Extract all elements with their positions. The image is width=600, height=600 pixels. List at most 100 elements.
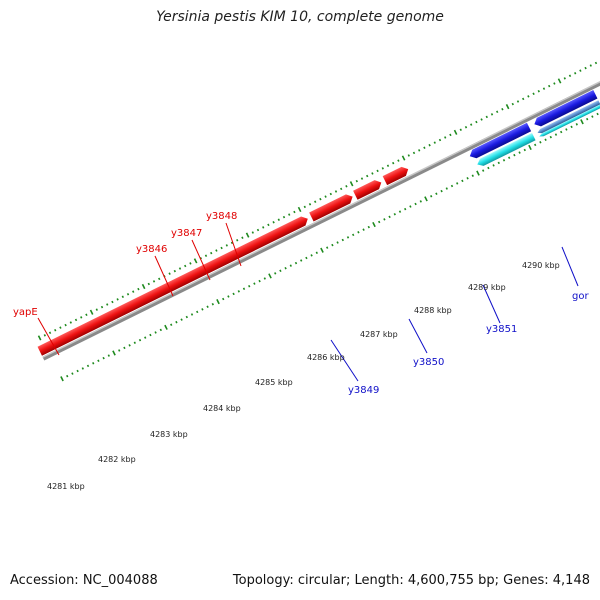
major-tick	[580, 119, 584, 125]
minor-tick	[459, 128, 462, 132]
minor-tick	[393, 213, 396, 216]
major-tick	[424, 196, 428, 202]
major-tick	[372, 221, 376, 228]
callout-line-y3851	[482, 284, 501, 324]
minor-tick	[574, 71, 577, 75]
minor-tick	[69, 321, 72, 324]
minor-tick	[471, 174, 474, 177]
minor-tick	[508, 156, 511, 159]
gene-y3850[interactable]	[537, 100, 600, 135]
major-tick	[557, 78, 562, 84]
minor-tick	[450, 184, 454, 188]
minor-tick	[138, 338, 142, 342]
minor-tick	[102, 356, 105, 360]
minor-tick	[549, 135, 552, 139]
minor-tick	[267, 223, 270, 227]
gene-callouts	[37, 222, 579, 382]
callout-line-gor	[561, 246, 579, 287]
minor-tick	[185, 315, 188, 319]
minor-tick	[189, 262, 192, 265]
minor-tick	[360, 177, 364, 180]
gene-label-y3850[interactable]: y3850	[413, 357, 444, 368]
gene-label-yapE[interactable]: yapE	[13, 307, 38, 318]
minor-tick	[487, 166, 490, 170]
minor-tick	[190, 313, 194, 316]
minor-tick	[497, 161, 500, 165]
minor-tick	[204, 254, 208, 257]
minor-tick	[308, 203, 312, 206]
minor-tick	[121, 295, 124, 299]
minor-tick	[159, 328, 162, 332]
minor-tick	[168, 272, 171, 275]
minor-tick	[412, 151, 416, 155]
minor-tick	[518, 151, 521, 154]
gene-label-y3846[interactable]: y3846	[136, 244, 167, 255]
minor-tick	[80, 316, 83, 319]
gene-y3846[interactable]	[309, 192, 355, 222]
minor-tick	[152, 280, 156, 283]
scale-label: 4283 kbp	[150, 430, 188, 439]
gene-blue-1[interactable]	[468, 122, 532, 161]
minor-tick	[149, 333, 152, 337]
minor-tick	[277, 218, 280, 221]
gene-y3848[interactable]	[382, 165, 411, 186]
gene-label-gor[interactable]: gor	[572, 291, 589, 302]
minor-tick	[253, 282, 256, 285]
minor-tick	[251, 231, 254, 234]
gene-label-y3848[interactable]: y3848	[206, 211, 237, 222]
minor-tick	[324, 195, 327, 198]
minor-tick	[184, 264, 187, 268]
major-tick	[453, 129, 458, 135]
scale-label: 4289 kbp	[468, 283, 506, 292]
accession-text: Accession: NC_004088	[10, 573, 158, 588]
minor-tick	[523, 148, 526, 152]
callout-line-y3846	[154, 255, 174, 297]
gene-y3849[interactable]	[476, 133, 536, 168]
minor-tick	[548, 84, 551, 88]
major-tick	[37, 335, 42, 341]
minor-tick	[310, 254, 313, 257]
minor-tick	[542, 87, 546, 90]
minor-tick	[220, 246, 223, 250]
minor-tick	[274, 272, 277, 275]
minor-tick	[392, 161, 395, 165]
gene-label-y3851[interactable]: y3851	[486, 324, 517, 335]
minor-tick	[522, 97, 525, 101]
minor-tick	[288, 213, 291, 216]
minor-tick	[256, 228, 260, 232]
minor-tick	[147, 282, 150, 286]
minor-tick	[76, 369, 79, 373]
gene-label-y3849[interactable]: y3849	[348, 385, 379, 396]
minor-tick	[336, 241, 339, 244]
minor-tick	[492, 164, 495, 167]
minor-tick	[475, 120, 478, 124]
minor-tick	[293, 210, 296, 214]
minor-tick	[596, 112, 599, 116]
minor-tick	[367, 225, 370, 229]
minor-tick	[85, 313, 88, 317]
map-title: Yersinia pestis KIM 10, complete genome	[156, 9, 444, 25]
reverse-tick-ring	[60, 112, 599, 382]
minor-tick	[137, 287, 140, 291]
minor-tick	[66, 374, 69, 378]
major-tick	[245, 232, 250, 238]
minor-tick	[237, 290, 240, 293]
minor-tick	[97, 359, 100, 362]
minor-tick	[262, 226, 265, 229]
minor-tick	[565, 128, 568, 131]
gene-blue-2[interactable]	[532, 89, 598, 129]
minor-tick	[227, 295, 230, 298]
gene-y3847[interactable]	[353, 178, 383, 200]
major-tick	[60, 376, 64, 382]
minor-tick	[340, 187, 343, 191]
minor-tick	[100, 305, 104, 309]
gene-label-y3847[interactable]: y3847	[171, 228, 202, 239]
gene-y3850-lower[interactable]	[538, 104, 600, 138]
minor-tick	[378, 220, 381, 224]
minor-tick	[133, 341, 136, 344]
minor-tick	[92, 362, 95, 365]
minor-tick	[563, 77, 566, 80]
gene-yapE[interactable]	[37, 214, 310, 356]
minor-tick	[331, 243, 334, 247]
